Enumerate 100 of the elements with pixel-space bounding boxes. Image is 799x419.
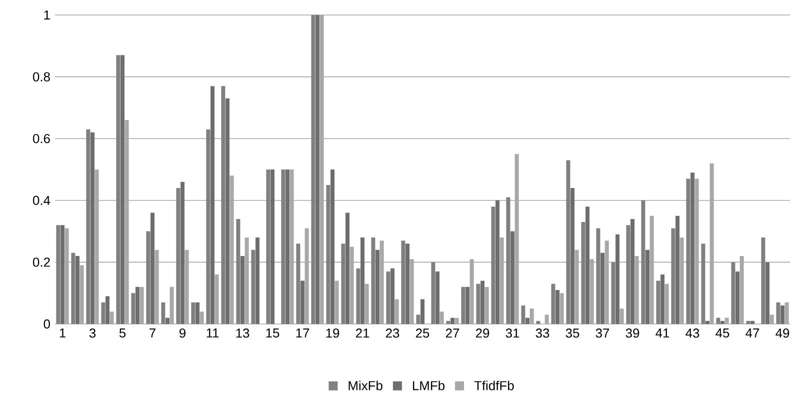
bar	[90, 132, 94, 324]
legend-label: MixFb	[348, 380, 382, 390]
x-tick-label: 43	[686, 328, 700, 338]
bar	[106, 296, 110, 324]
bar	[491, 206, 496, 324]
bar	[150, 212, 154, 324]
x-tick-label: 25	[416, 328, 430, 338]
x-tick-label: 7	[150, 328, 156, 338]
x-tick-label: 17	[296, 328, 310, 338]
bar	[586, 206, 590, 324]
x-tick-label: 15	[266, 328, 280, 338]
bar	[131, 293, 136, 324]
bar	[316, 14, 320, 324]
x-tick-label: 29	[476, 328, 490, 338]
x-tick-label: 1	[60, 328, 66, 338]
x-tick-label: 5	[119, 328, 126, 338]
bar	[506, 197, 510, 324]
bar	[371, 237, 376, 324]
x-tick-label: 3	[89, 328, 96, 338]
x-tick-label: 27	[446, 328, 460, 338]
bar	[311, 14, 316, 324]
bar	[210, 86, 214, 324]
bar	[431, 262, 436, 324]
x-tick-label: 13	[236, 328, 250, 338]
bar	[570, 188, 575, 324]
bar	[556, 290, 560, 324]
bar	[240, 256, 244, 324]
bar	[86, 129, 90, 324]
bar	[341, 244, 346, 324]
bar	[736, 271, 740, 324]
bar	[600, 252, 605, 324]
bar	[450, 318, 455, 324]
bar	[480, 280, 485, 324]
bar	[221, 86, 226, 324]
y-tick-label: 0.8	[32, 72, 50, 82]
bar	[761, 237, 766, 324]
bar	[720, 320, 725, 324]
bar	[420, 299, 425, 324]
bar	[776, 302, 780, 324]
bar	[226, 98, 230, 324]
bar	[716, 318, 720, 324]
bar	[296, 244, 300, 324]
bar	[356, 268, 360, 324]
bar	[746, 320, 750, 324]
bar	[750, 320, 755, 324]
legend-label: LMFb	[412, 380, 444, 390]
bar	[386, 271, 390, 324]
x-tick-label: 47	[746, 328, 760, 338]
bar	[76, 256, 80, 324]
bar	[780, 305, 785, 324]
bar	[581, 222, 586, 324]
bar	[626, 225, 630, 324]
bar	[690, 172, 695, 324]
bar	[630, 218, 635, 324]
bar	[766, 262, 770, 324]
bar	[71, 252, 76, 324]
legend-label: TfidfFb	[474, 380, 514, 390]
bar	[641, 200, 646, 324]
bar	[596, 228, 600, 324]
bar	[330, 170, 334, 324]
bar	[476, 284, 480, 324]
bar	[686, 178, 690, 324]
bar	[611, 262, 616, 324]
bar	[646, 250, 650, 324]
bar	[286, 170, 290, 324]
bar	[731, 262, 736, 324]
bar	[376, 250, 380, 324]
bar	[281, 170, 286, 324]
bar	[300, 280, 304, 324]
bar	[120, 55, 124, 324]
bar	[510, 231, 515, 324]
bar	[360, 237, 365, 324]
bar	[206, 129, 210, 324]
bar	[266, 170, 270, 324]
bar	[101, 302, 106, 324]
x-tick-label: 35	[566, 328, 580, 338]
bar	[656, 280, 660, 324]
bar	[166, 318, 170, 324]
x-tick-label: 21	[356, 328, 370, 338]
x-tick-label: 45	[716, 328, 730, 338]
bar	[406, 244, 410, 324]
bar	[616, 234, 620, 324]
bar	[56, 225, 60, 324]
bar	[146, 231, 150, 324]
bar	[251, 250, 256, 324]
y-tick-label: 1	[44, 10, 50, 20]
bar	[196, 302, 200, 324]
bar	[461, 286, 466, 324]
bar	[270, 170, 274, 324]
bar	[401, 240, 406, 324]
bar	[136, 286, 140, 324]
bar	[180, 182, 184, 324]
bar	[436, 271, 440, 324]
bar	[496, 200, 500, 324]
x-tick-label: 41	[656, 328, 670, 338]
bar	[161, 302, 166, 324]
x-tick-label: 33	[536, 328, 550, 338]
x-tick-label: 11	[206, 328, 219, 338]
bar	[660, 274, 665, 324]
bar	[526, 318, 530, 324]
